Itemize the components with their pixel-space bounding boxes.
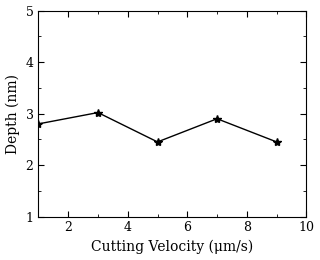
Y-axis label: Depth (nm): Depth (nm) bbox=[5, 74, 20, 154]
X-axis label: Cutting Velocity (μm/s): Cutting Velocity (μm/s) bbox=[91, 240, 253, 255]
